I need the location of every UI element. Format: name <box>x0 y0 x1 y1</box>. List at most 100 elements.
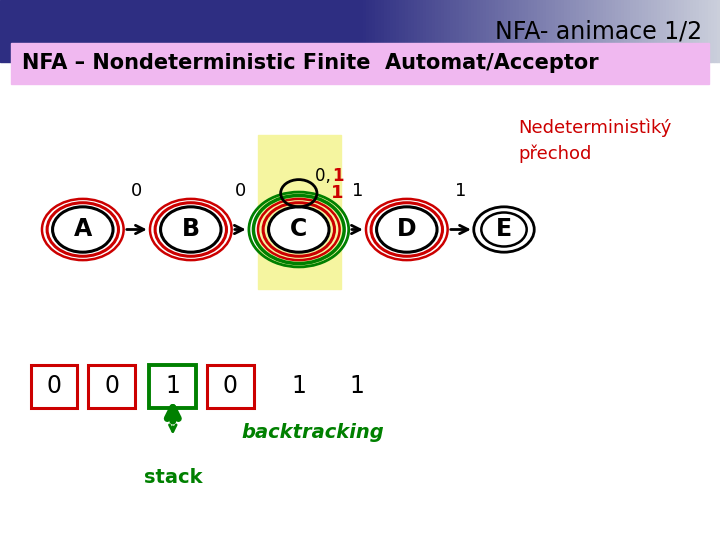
Circle shape <box>161 207 221 252</box>
Bar <box>633 0 636 62</box>
Bar <box>594 0 597 62</box>
Bar <box>528 0 531 62</box>
Bar <box>381 0 384 62</box>
Bar <box>11 43 709 84</box>
Bar <box>399 0 402 62</box>
Text: B: B <box>181 218 200 241</box>
Bar <box>558 0 561 62</box>
Bar <box>681 0 684 62</box>
Bar <box>456 0 459 62</box>
Bar <box>414 0 417 62</box>
Bar <box>426 0 429 62</box>
Circle shape <box>53 207 113 252</box>
Bar <box>402 0 405 62</box>
Bar <box>366 0 369 62</box>
Bar <box>543 0 546 62</box>
Bar <box>150 364 196 408</box>
Text: 0,: 0, <box>315 166 336 185</box>
Bar <box>675 0 678 62</box>
Bar <box>450 0 453 62</box>
Bar <box>717 0 720 62</box>
Bar <box>375 0 378 62</box>
Bar <box>636 0 639 62</box>
Bar <box>471 0 474 62</box>
Bar <box>600 0 603 62</box>
Bar <box>585 0 588 62</box>
Bar <box>429 0 432 62</box>
Bar <box>534 0 537 62</box>
Bar <box>705 0 708 62</box>
Text: C: C <box>290 218 307 241</box>
Bar <box>555 0 558 62</box>
Text: backtracking: backtracking <box>241 422 384 442</box>
Bar <box>447 0 450 62</box>
Bar <box>684 0 687 62</box>
Bar <box>423 0 426 62</box>
Bar <box>465 0 468 62</box>
Bar <box>603 0 606 62</box>
Bar <box>708 0 711 62</box>
Bar <box>609 0 612 62</box>
Bar <box>525 0 528 62</box>
Bar <box>666 0 669 62</box>
Bar <box>624 0 627 62</box>
Bar <box>417 0 420 62</box>
Bar <box>89 364 135 408</box>
Text: D: D <box>397 218 417 241</box>
Bar <box>645 0 648 62</box>
Text: 1: 1 <box>332 166 343 185</box>
Bar <box>522 0 525 62</box>
Bar <box>501 0 504 62</box>
Bar <box>498 0 501 62</box>
Bar <box>549 0 552 62</box>
Bar <box>711 0 714 62</box>
Text: 0: 0 <box>235 182 246 200</box>
Bar <box>444 0 447 62</box>
Bar <box>384 0 387 62</box>
Bar <box>546 0 549 62</box>
Bar <box>651 0 654 62</box>
Bar <box>714 0 717 62</box>
Bar <box>621 0 624 62</box>
Bar <box>627 0 630 62</box>
Bar <box>561 0 564 62</box>
Bar <box>579 0 582 62</box>
Bar <box>438 0 441 62</box>
Bar <box>657 0 660 62</box>
Bar <box>678 0 681 62</box>
Bar <box>513 0 516 62</box>
Text: 0: 0 <box>223 374 238 398</box>
Text: Nedeterministìký
přechod: Nedeterministìký přechod <box>518 118 672 163</box>
Bar <box>552 0 555 62</box>
Circle shape <box>474 207 534 252</box>
Bar <box>369 0 372 62</box>
Text: A: A <box>73 218 92 241</box>
Bar <box>537 0 540 62</box>
Bar <box>207 364 253 408</box>
Bar <box>519 0 522 62</box>
Bar <box>567 0 570 62</box>
Bar <box>693 0 696 62</box>
Bar <box>582 0 585 62</box>
Bar <box>480 0 483 62</box>
Bar <box>690 0 693 62</box>
Bar <box>510 0 513 62</box>
Circle shape <box>269 207 329 252</box>
Bar <box>564 0 567 62</box>
Bar <box>648 0 651 62</box>
Bar <box>663 0 666 62</box>
Bar <box>372 0 375 62</box>
Bar <box>573 0 576 62</box>
Text: 1: 1 <box>455 182 467 200</box>
Bar <box>672 0 675 62</box>
Bar <box>453 0 456 62</box>
Bar <box>0 0 360 62</box>
Text: 1: 1 <box>166 374 180 398</box>
Bar <box>405 0 408 62</box>
Bar <box>576 0 579 62</box>
Text: 0: 0 <box>104 374 119 398</box>
Text: E: E <box>496 218 512 241</box>
Bar <box>258 135 341 289</box>
Bar <box>390 0 393 62</box>
Bar <box>630 0 633 62</box>
